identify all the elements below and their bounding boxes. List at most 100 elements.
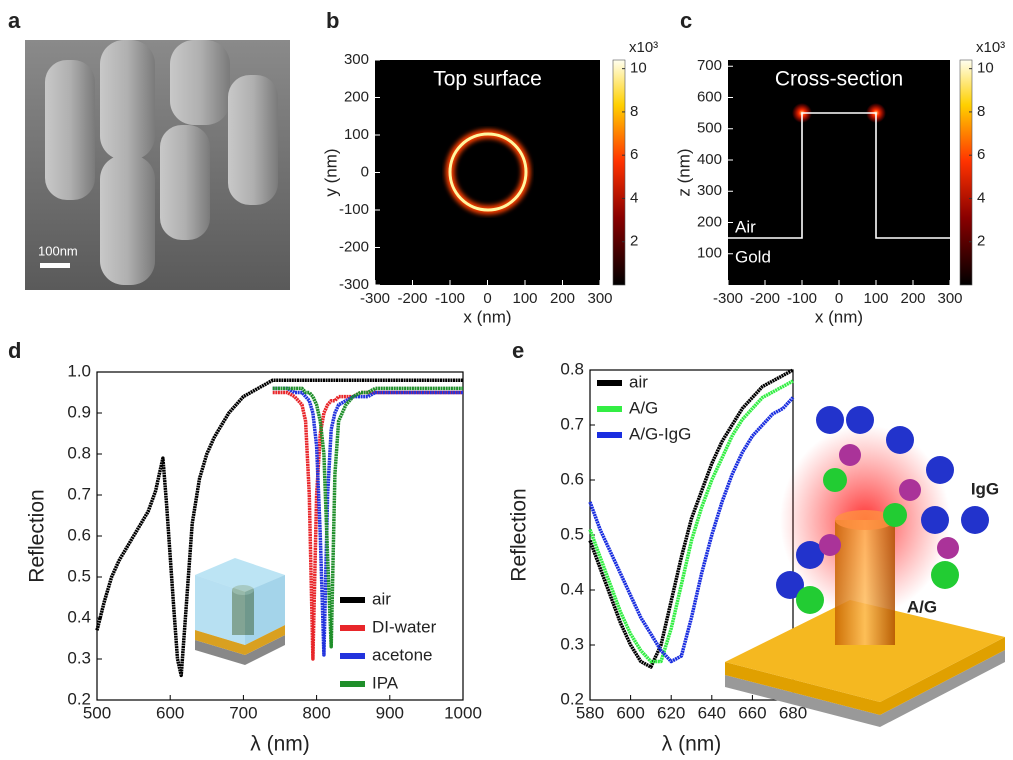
y-tick-label: 0.9 [67,402,91,421]
y-tick-label: 0.2 [560,689,584,708]
y-tick-label: 0.8 [67,443,91,462]
x-tick-label: -100 [787,290,817,307]
y-tick-label: 0.4 [560,579,584,598]
x-axis-label: λ (nm) [250,733,310,756]
y-tick-label: 100 [697,245,722,262]
x-tick-label: 0 [835,290,843,307]
pillar [160,125,210,240]
inset-d [195,558,285,665]
legend-label: air [372,589,391,608]
colorbar [960,60,972,285]
y-tick-label: 100 [344,126,369,143]
y-tick-label: 0.6 [67,525,91,544]
colorbar-tick-label: 4 [977,189,985,206]
igg-blob [921,506,949,534]
panel-label: a [8,8,21,33]
scale-bar-label: 100nm [38,243,78,258]
igg-blob [846,406,874,434]
y-tick-label: 0.2 [67,689,91,708]
y-tick-label: 200 [697,213,722,230]
y-tick-label: 0.7 [560,414,584,433]
y-tick-label: 1.0 [67,361,91,380]
x-tick-label: 1000 [444,703,482,722]
y-tick-label: 400 [697,151,722,168]
igg-blob [839,444,861,466]
x-axis-label: λ (nm) [662,733,722,756]
x-tick-label: -200 [397,290,427,307]
y-tick-label: 0.8 [560,359,584,378]
region-label: Air [735,217,756,236]
y-tick-label: 0 [361,163,369,180]
ag-blob [823,468,847,492]
colorbar-tick-label: 8 [630,103,638,120]
x-tick-label: 620 [657,703,685,722]
y-axis-label: y (nm) [321,148,340,196]
colorbar-label: x10³ [976,39,1005,56]
y-axis-label: Reflection [26,489,49,582]
colorbar-tick-label: 10 [630,60,647,77]
legend-label: IPA [372,673,399,692]
igg-blob [937,537,959,559]
x-tick-label: -300 [713,290,743,307]
legend-label: DI-water [372,617,437,636]
igg-blob [819,534,841,556]
x-tick-label: 200 [550,290,575,307]
pillar [100,40,155,160]
igg-blob [816,406,844,434]
legend-label: air [629,372,648,391]
data-line [273,388,463,655]
ag-blob [931,561,959,589]
scale-bar [40,263,70,268]
colorbar-tick-label: 2 [977,233,985,250]
y-tick-label: 0.5 [67,566,91,585]
pillar [100,155,155,285]
pillar [170,40,230,125]
y-tick-label: 500 [697,120,722,137]
y-tick-label: 700 [697,57,722,74]
region-label: Gold [735,247,771,266]
igg-blob [961,506,989,534]
ag-blob [883,503,907,527]
igg-blob [899,479,921,501]
ag-blob [796,586,824,614]
inset-e [725,406,1005,727]
x-tick-label: 900 [376,703,404,722]
y-tick-label: 300 [344,51,369,68]
annotation: Cross-section [775,68,903,91]
y-tick-label: 600 [697,88,722,105]
y-tick-label: 300 [697,182,722,199]
x-tick-label: 640 [698,703,726,722]
y-tick-label: 0.7 [67,484,91,503]
x-tick-label: 660 [738,703,766,722]
colorbar-tick-label: 6 [630,146,638,163]
y-tick-label: 0.4 [67,607,91,626]
x-tick-label: 600 [616,703,644,722]
y-tick-label: 200 [344,88,369,105]
x-tick-label: 800 [302,703,330,722]
x-tick-label: 100 [512,290,537,307]
x-axis-label: x (nm) [463,307,511,326]
heatmap-b [375,60,600,285]
page: a100nmb-300-200-1000100200300-300-200-10… [0,0,1013,760]
igg-blob [926,456,954,484]
pillar [228,75,278,205]
annotation: Top surface [433,68,542,91]
panel-label: c [680,8,692,33]
y-tick-label: 0.6 [560,469,584,488]
figure: a100nmb-300-200-1000100200300-300-200-10… [0,0,1013,760]
panel-label: b [326,8,339,33]
x-tick-label: 700 [229,703,257,722]
x-tick-label: -200 [750,290,780,307]
y-axis-label: Reflection [508,488,531,581]
y-tick-label: -200 [339,238,369,255]
y-tick-label: 0.3 [560,634,584,653]
data-line [273,388,463,646]
x-tick-label: 100 [863,290,888,307]
illustration-label: IgG [971,479,999,498]
colorbar-tick-label: 6 [977,146,985,163]
igg-blob [886,426,914,454]
colorbar-tick-label: 2 [630,233,638,250]
x-tick-label: 300 [937,290,962,307]
y-axis-label: z (nm) [674,148,693,196]
y-tick-label: 0.3 [67,648,91,667]
